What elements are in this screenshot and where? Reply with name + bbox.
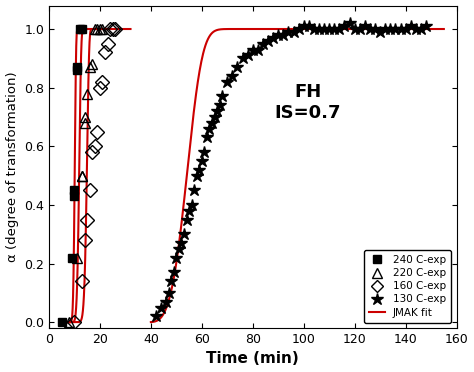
Y-axis label: α (degree of transformation): α (degree of transformation) xyxy=(6,71,18,262)
Legend: 240 C-exp, 220 C-exp, 160 C-exp, 130 C-exp, JMAK fit: 240 C-exp, 220 C-exp, 160 C-exp, 130 C-e… xyxy=(364,250,451,323)
X-axis label: Time (min): Time (min) xyxy=(206,352,299,366)
Text: FH
IS=0.7: FH IS=0.7 xyxy=(274,83,341,122)
